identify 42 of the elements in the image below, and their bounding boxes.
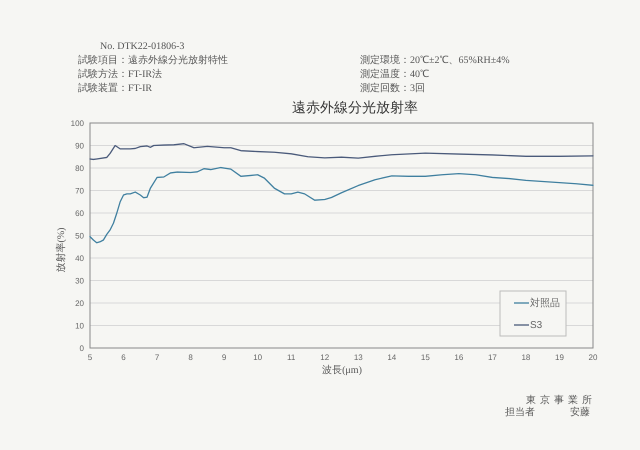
text: 試験装置：FT-IR	[78, 82, 152, 94]
x-tick-label: 5	[88, 353, 93, 362]
y-tick-label: 10	[75, 322, 85, 330]
legend-label: 対照品	[530, 297, 560, 309]
x-tick-label: 16	[454, 353, 464, 362]
legend-label: S3	[530, 320, 543, 331]
text: 測定温度：40℃	[360, 68, 429, 80]
x-axis-title: 波長(μm)	[322, 364, 362, 376]
x-tick-label: 8	[188, 353, 194, 362]
y-tick-label: 70	[75, 186, 85, 196]
y-tick-label: 60	[75, 209, 85, 218]
x-tick-label: 7	[154, 353, 160, 362]
x-tick-label: 17	[488, 353, 498, 362]
y-tick-label: 40	[75, 254, 85, 263]
y-tick-label: 0	[80, 344, 85, 353]
text: No. DTK22-01806-3	[100, 41, 184, 52]
text: 試験方法：FT-IR法	[78, 68, 162, 80]
y-tick-label: 80	[75, 164, 85, 173]
text: 測定環境：20℃±2℃、65%RH±4%	[360, 54, 510, 66]
y-tick-label: 100	[70, 119, 85, 128]
x-tick-label: 11	[287, 353, 296, 362]
x-tick-label: 12	[320, 353, 330, 362]
text: 安藤	[570, 406, 590, 418]
chart-title: 遠赤外線分光放射率	[292, 100, 418, 116]
y-tick-label: 20	[75, 299, 85, 308]
x-tick-label: 14	[387, 353, 397, 362]
y-tick-label: 50	[75, 232, 85, 240]
text: 東京事業所	[526, 394, 596, 406]
x-tick-label: 18	[521, 353, 531, 362]
y-axis-title: 放射率(%)	[55, 228, 67, 272]
x-tick-label: 15	[420, 353, 430, 362]
text: 測定回数：3回	[360, 82, 425, 94]
x-tick-label: 6	[121, 353, 126, 362]
y-tick-label: 90	[75, 142, 85, 150]
text: 担当者	[505, 406, 535, 418]
x-tick-label: 19	[555, 353, 564, 362]
x-tick-label: 20	[588, 353, 598, 362]
x-tick-label: 9	[222, 353, 227, 362]
x-tick-label: 10	[253, 353, 263, 362]
x-tick-label: 13	[354, 353, 364, 362]
y-tick-label: 30	[75, 276, 85, 286]
text: 試験項目：遠赤外線分光放射特性	[78, 54, 228, 66]
